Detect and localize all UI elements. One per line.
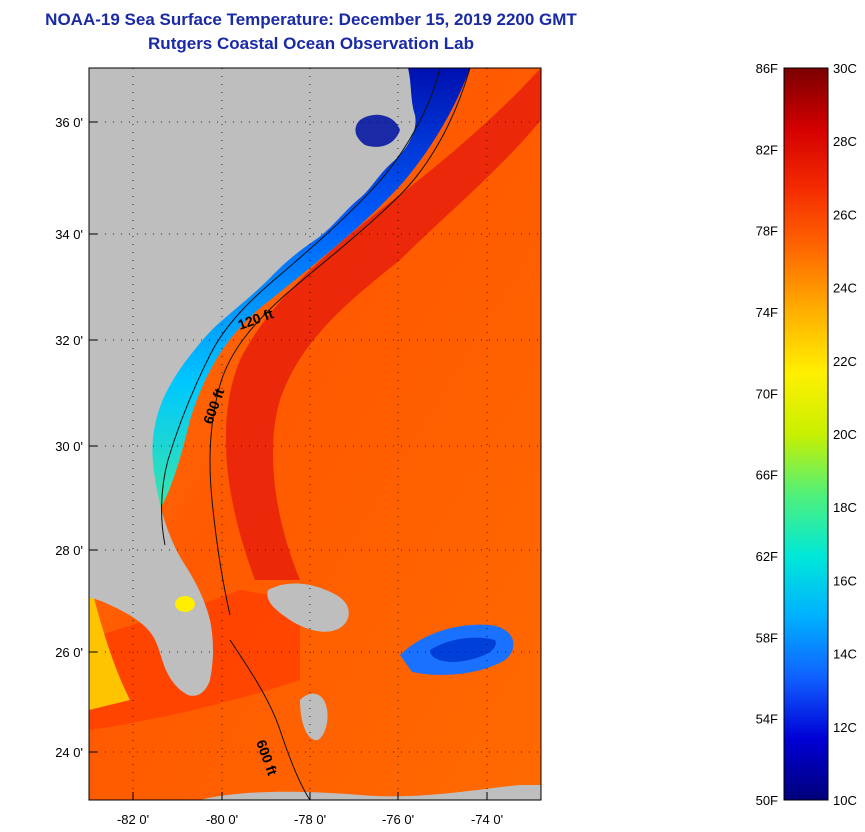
land-bahamas-2 [300,693,328,741]
lat-label: 32 0' [55,333,83,348]
colorbar-c-label: 12C [833,720,857,735]
shelf-water [140,68,470,520]
land-cuba [200,785,541,800]
contour-600ft-south [229,639,311,800]
contour-600ft [209,68,471,616]
lon-label: -80 0' [206,812,238,827]
colorbar-f-label: 82F [756,142,778,157]
colorbar-f-label: 78F [756,224,778,239]
colorbar-f-label: 70F [756,386,778,401]
lat-label: 36 0' [55,115,83,130]
colorbar-c-label: 30C [833,61,857,76]
colorbar-f-label: 66F [756,468,778,483]
lake-okeechobee [175,596,195,612]
map-title: NOAA-19 Sea Surface Temperature: Decembe… [45,10,577,29]
colorbar-c-label: 22C [833,354,857,369]
colorbar-f-label: 50F [756,793,778,808]
colorbar-f-label: 74F [756,305,778,320]
lon-label: -74 0' [471,812,503,827]
lat-label: 28 0' [55,543,83,558]
map-frame [88,67,542,801]
lat-label: 24 0' [55,745,83,760]
axis-labels: 36 0' 34 0' 32 0' 30 0' 28 0' 26 0' 24 0' -82 0… [55,115,503,827]
contour-120ft [161,68,441,546]
lat-label: 30 0' [55,439,83,454]
colorbar-c-label: 24C [833,281,857,296]
colorbar-c-label: 14C [833,647,857,662]
colorbar-c-label: 26C [833,207,857,222]
lon-label: -78 0' [294,812,326,827]
cool-patch-core [430,637,496,662]
colorbar-c-label: 28C [833,134,857,149]
colorbar-c-label: 10C [833,793,857,808]
gulf-stream [225,68,541,580]
land-bahamas-1 [267,583,349,632]
lat-label: 26 0' [55,645,83,660]
graticule [89,68,541,800]
colorbar-c-label: 20C [833,427,857,442]
colorbar-f-label: 54F [756,712,778,727]
colorbar-f-label: 86F [756,61,778,76]
lon-label: -82 0' [117,812,149,827]
colorbar-f-label: 62F [756,549,778,564]
colorbar [783,67,829,801]
gulf-shelf [89,580,130,710]
pamlico-sound [355,114,400,147]
land-us [89,68,416,696]
lon-label: -76 0' [382,812,414,827]
lat-label: 34 0' [55,227,83,242]
colorbar-f-label: 58F [756,630,778,645]
map-subtitle: Rutgers Coastal Ocean Observation Lab [148,34,474,53]
colorbar-c-label: 18C [833,500,857,515]
colorbar-c-label: 16C [833,573,857,588]
colorbar-labels: 86F 82F 78F 74F 70F 66F 62F 58F 54F 50F 30C 28C 26C 2… [756,61,857,808]
